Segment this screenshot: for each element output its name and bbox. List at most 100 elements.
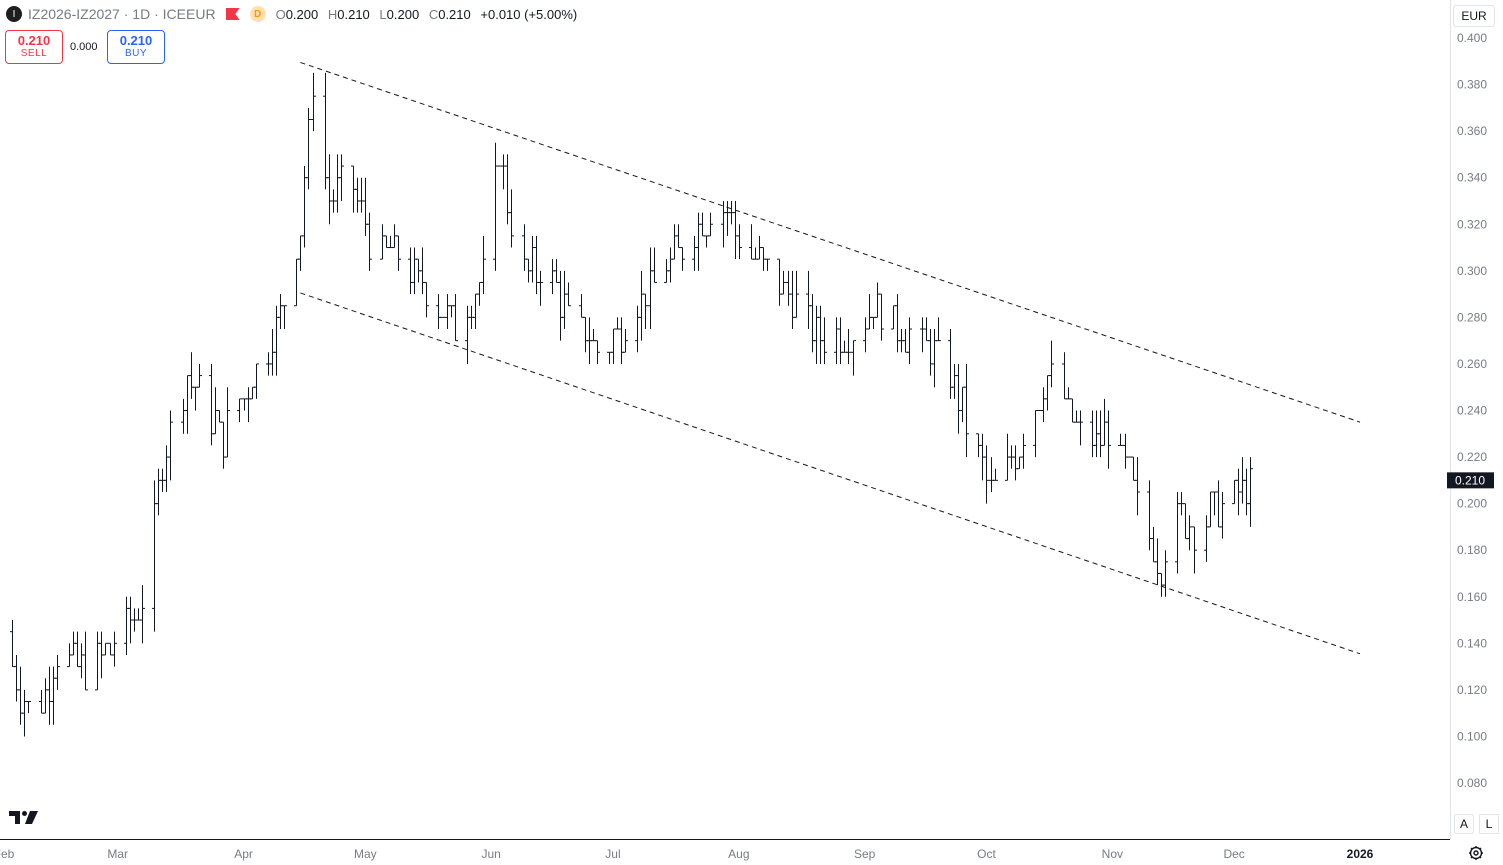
ohlc-bar [948,329,953,399]
price-tick-label: 0.340 [1457,171,1487,185]
ohlc-bar [615,317,620,330]
time-tick-label: Apr [234,847,253,861]
open-value: 0.200 [285,6,319,22]
tradingview-logo-icon[interactable] [8,808,40,828]
ohlc-bar [1220,491,1225,539]
ohlc-bar [871,316,876,330]
price-tick-label: 0.120 [1457,683,1487,697]
symbol-name[interactable]: IZ2026-IZ2027 [28,6,120,22]
ohlc-bar [420,247,425,295]
time-tick-label: May [354,847,377,861]
exchange: ICEEUR [162,6,216,22]
ohlc-bar [298,235,303,271]
ohlc-bar [579,294,584,318]
price-axis[interactable]: 0.400 0.380 0.360 0.340 0.320 0.300 0.280 0.260… [1457,31,1487,790]
ohlc-bar [920,317,925,353]
ohlc-bar [108,642,113,656]
ohlc-bar [1175,491,1180,574]
ohlc-bar [1041,387,1046,423]
price-tick-label: 0.100 [1457,729,1487,743]
ohlc-bar [282,305,287,330]
last-price-value: 0.210 [1455,473,1485,487]
ohlc-bar [1183,503,1188,540]
ohlc-bar [960,386,965,423]
settings-gear-icon[interactable] [1468,845,1484,861]
ohlc-bar [246,387,251,423]
ohlc-bar [676,224,681,249]
ohlc-bar [932,329,937,388]
price-tick-label: 0.380 [1457,78,1487,92]
ohlc-bar [445,294,450,330]
ohlc-bar [197,363,202,388]
ohlc-bar [777,258,782,306]
ohlc-bar [1106,410,1111,469]
ohlc-bar [818,305,823,364]
ohlc-bar [79,643,84,679]
time-tick-label: Feb [0,847,15,861]
time-axis[interactable]: Feb Mar Apr May Jun Jul Aug Sep Oct Nov Dec 2026 [0,847,1374,861]
ohlc-bar [1212,491,1217,516]
ohlc-bar [250,386,255,400]
ohlc-bar [274,305,279,376]
ohlc-bar [522,224,527,271]
ohlc-bar [323,72,328,190]
ohlc-bar [652,247,657,283]
ohlc-bar [810,294,815,353]
ohlc-bar [1131,456,1136,481]
ohlc-bar [1074,410,1079,423]
trendline [300,292,1361,655]
ohlc-bar [152,480,157,632]
ohlc-bar [928,329,933,376]
flag-icon[interactable] [226,8,240,20]
ohlc-bar [209,363,214,446]
ohlc-bar [136,608,141,621]
ohlc-bar [846,329,851,364]
ohlc-bar [623,329,628,353]
ohlc-bar [1066,387,1071,400]
ohlc-bar [1033,410,1038,458]
time-tick-label: Mar [107,847,128,861]
trendlines[interactable] [300,61,1361,655]
time-tick-label: Jun [482,847,501,861]
ohlc-bar [1070,398,1075,423]
ohlc-bar [895,294,900,353]
ohlc-bar [806,270,811,330]
ohlc-bar [477,281,482,306]
ohlc-bar [1155,538,1160,586]
ohlc-bar [1098,410,1103,458]
delayed-data-badge[interactable]: D [249,6,266,22]
price-tick-label: 0.080 [1457,776,1487,790]
interval[interactable]: 1D [132,6,151,22]
ohlc-bar [424,281,429,318]
time-tick-label: Dec [1223,847,1244,861]
auto-scale-button[interactable]: A [1454,814,1474,834]
ohlc-bar [164,445,169,492]
time-tick-label: Oct [977,847,996,861]
chart-legend: I IZ2026-IZ2027 · 1D · ICEEUR D O0.200 H… [6,5,583,23]
ohlc-bar [384,235,389,249]
high-label: H [327,6,338,22]
ohlc-bar [254,363,259,399]
sell-label: SELL [20,48,48,59]
ohlc-bar [1062,352,1067,400]
ohlc-bar [822,317,827,364]
currency-button[interactable]: EUR [1453,5,1495,27]
log-scale-button[interactable]: L [1479,814,1499,834]
ohlc-bar [140,585,145,644]
ohlc-bar [907,317,912,364]
price-tick-label: 0.360 [1457,124,1487,138]
ohlc-bar [863,317,868,353]
ohlc-bar [619,317,624,364]
ohlc-bar [566,282,571,307]
buy-button[interactable]: 0.210 BUY [107,30,165,64]
sell-button[interactable]: 0.210 SELL [5,30,63,64]
ohlc-bar [1204,515,1209,562]
ohlc-bar [875,282,880,318]
price-tick-label: 0.320 [1457,217,1487,231]
ohlc-bar [412,247,417,295]
ohlc-bar [363,177,368,236]
ohlc-bar [611,328,616,364]
ohlc-bars [10,72,1253,737]
separator-dot: · [150,6,163,22]
